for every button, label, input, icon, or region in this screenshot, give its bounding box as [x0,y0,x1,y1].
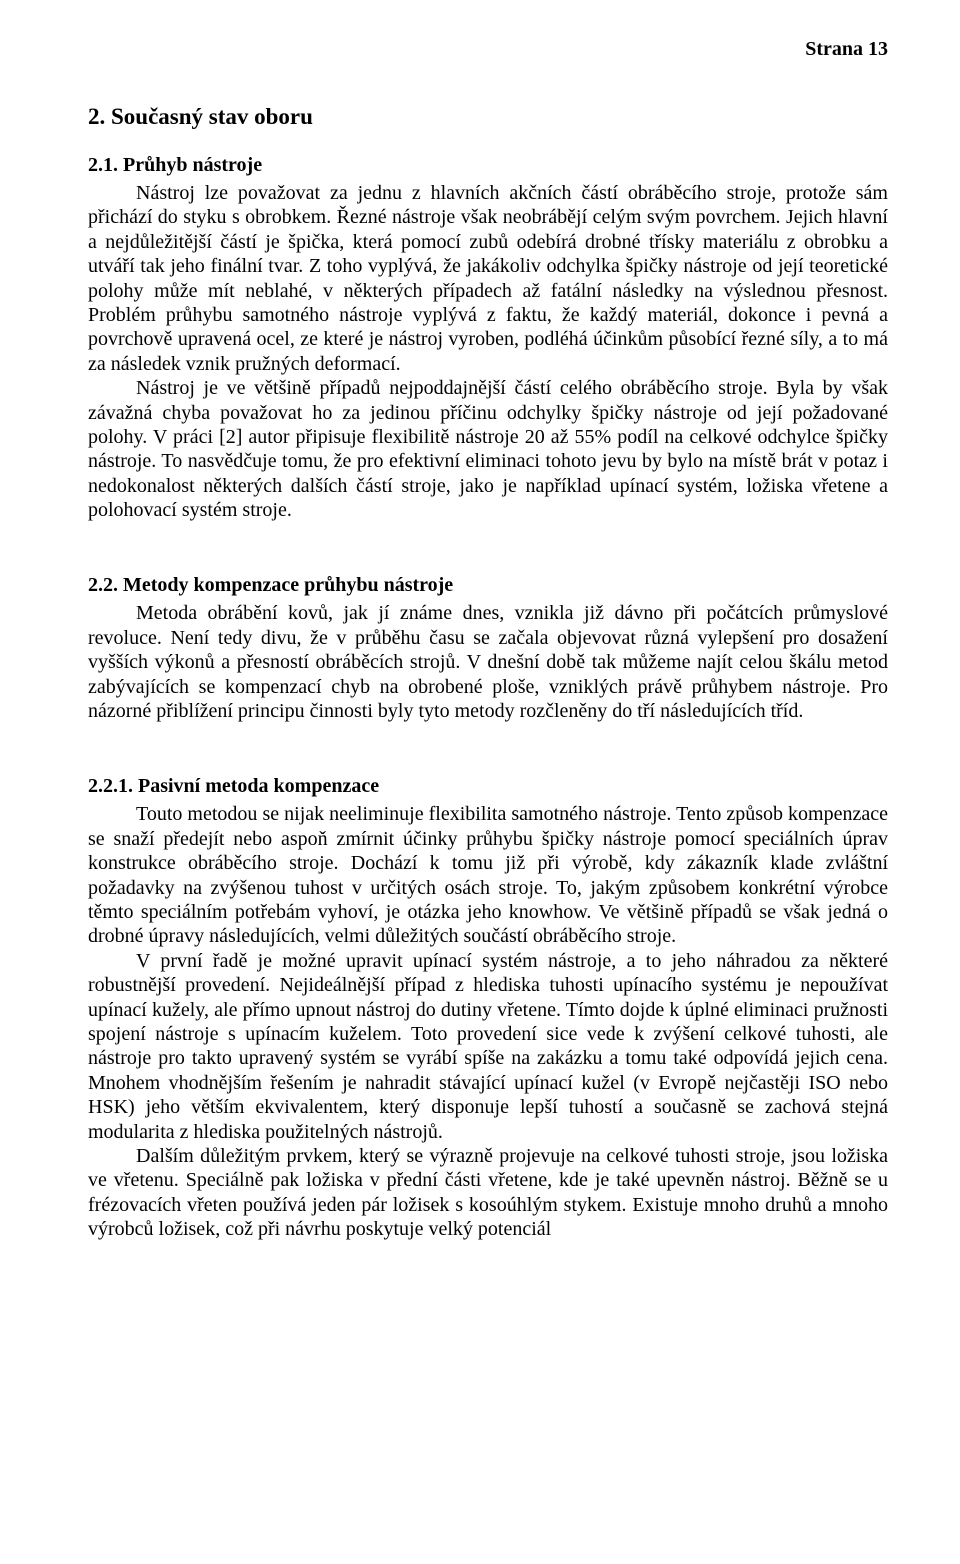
heading-section-2-2-1: 2.2.1. Pasivní metoda kompenzace [88,775,888,798]
document-page: Strana 13 2. Současný stav oboru 2.1. Pr… [0,0,960,1564]
paragraph-2-2-1-a: Touto metodou se nijak neeliminuje flexi… [88,802,888,948]
paragraph-2-2-1-b: V první řadě je možné upravit upínací sy… [88,949,888,1144]
paragraph-2-2-1-c: Dalším důležitým prvkem, který se výrazn… [88,1144,888,1242]
paragraph-2-1-b: Nástroj je ve většině případů nejpoddajn… [88,376,888,522]
paragraph-2-1-a: Nástroj lze považovat za jednu z hlavníc… [88,181,888,376]
heading-chapter-2: 2. Současný stav oboru [88,104,888,130]
paragraph-2-2-a: Metoda obrábění kovů, jak jí známe dnes,… [88,601,888,723]
heading-section-2-1: 2.1. Průhyb nástroje [88,154,888,177]
page-number: Strana 13 [805,38,888,61]
heading-section-2-2: 2.2. Metody kompenzace průhybu nástroje [88,574,888,597]
